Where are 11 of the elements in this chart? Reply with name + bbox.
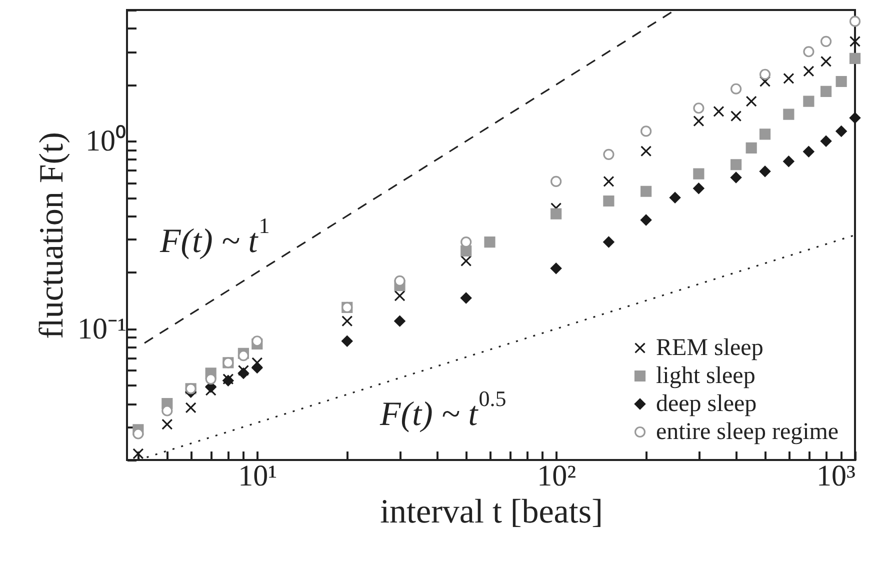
legend-label: entire sleep regime (656, 419, 839, 445)
x-tick-label: 10¹ (238, 460, 278, 492)
x-tick-label: 10³ (816, 460, 856, 492)
legend-label: deep sleep (656, 391, 757, 417)
x-axis-title: interval t [beats] (380, 494, 603, 530)
y-axis-title: fluctuation F(t) (34, 132, 71, 339)
y-tick-label: 10⁰ (86, 124, 126, 158)
legend-label: REM sleep (656, 335, 764, 361)
y-tick-label: 10⁻¹ (78, 312, 126, 346)
x-tick-label: 10² (537, 460, 576, 492)
legend-label: light sleep (656, 363, 756, 389)
